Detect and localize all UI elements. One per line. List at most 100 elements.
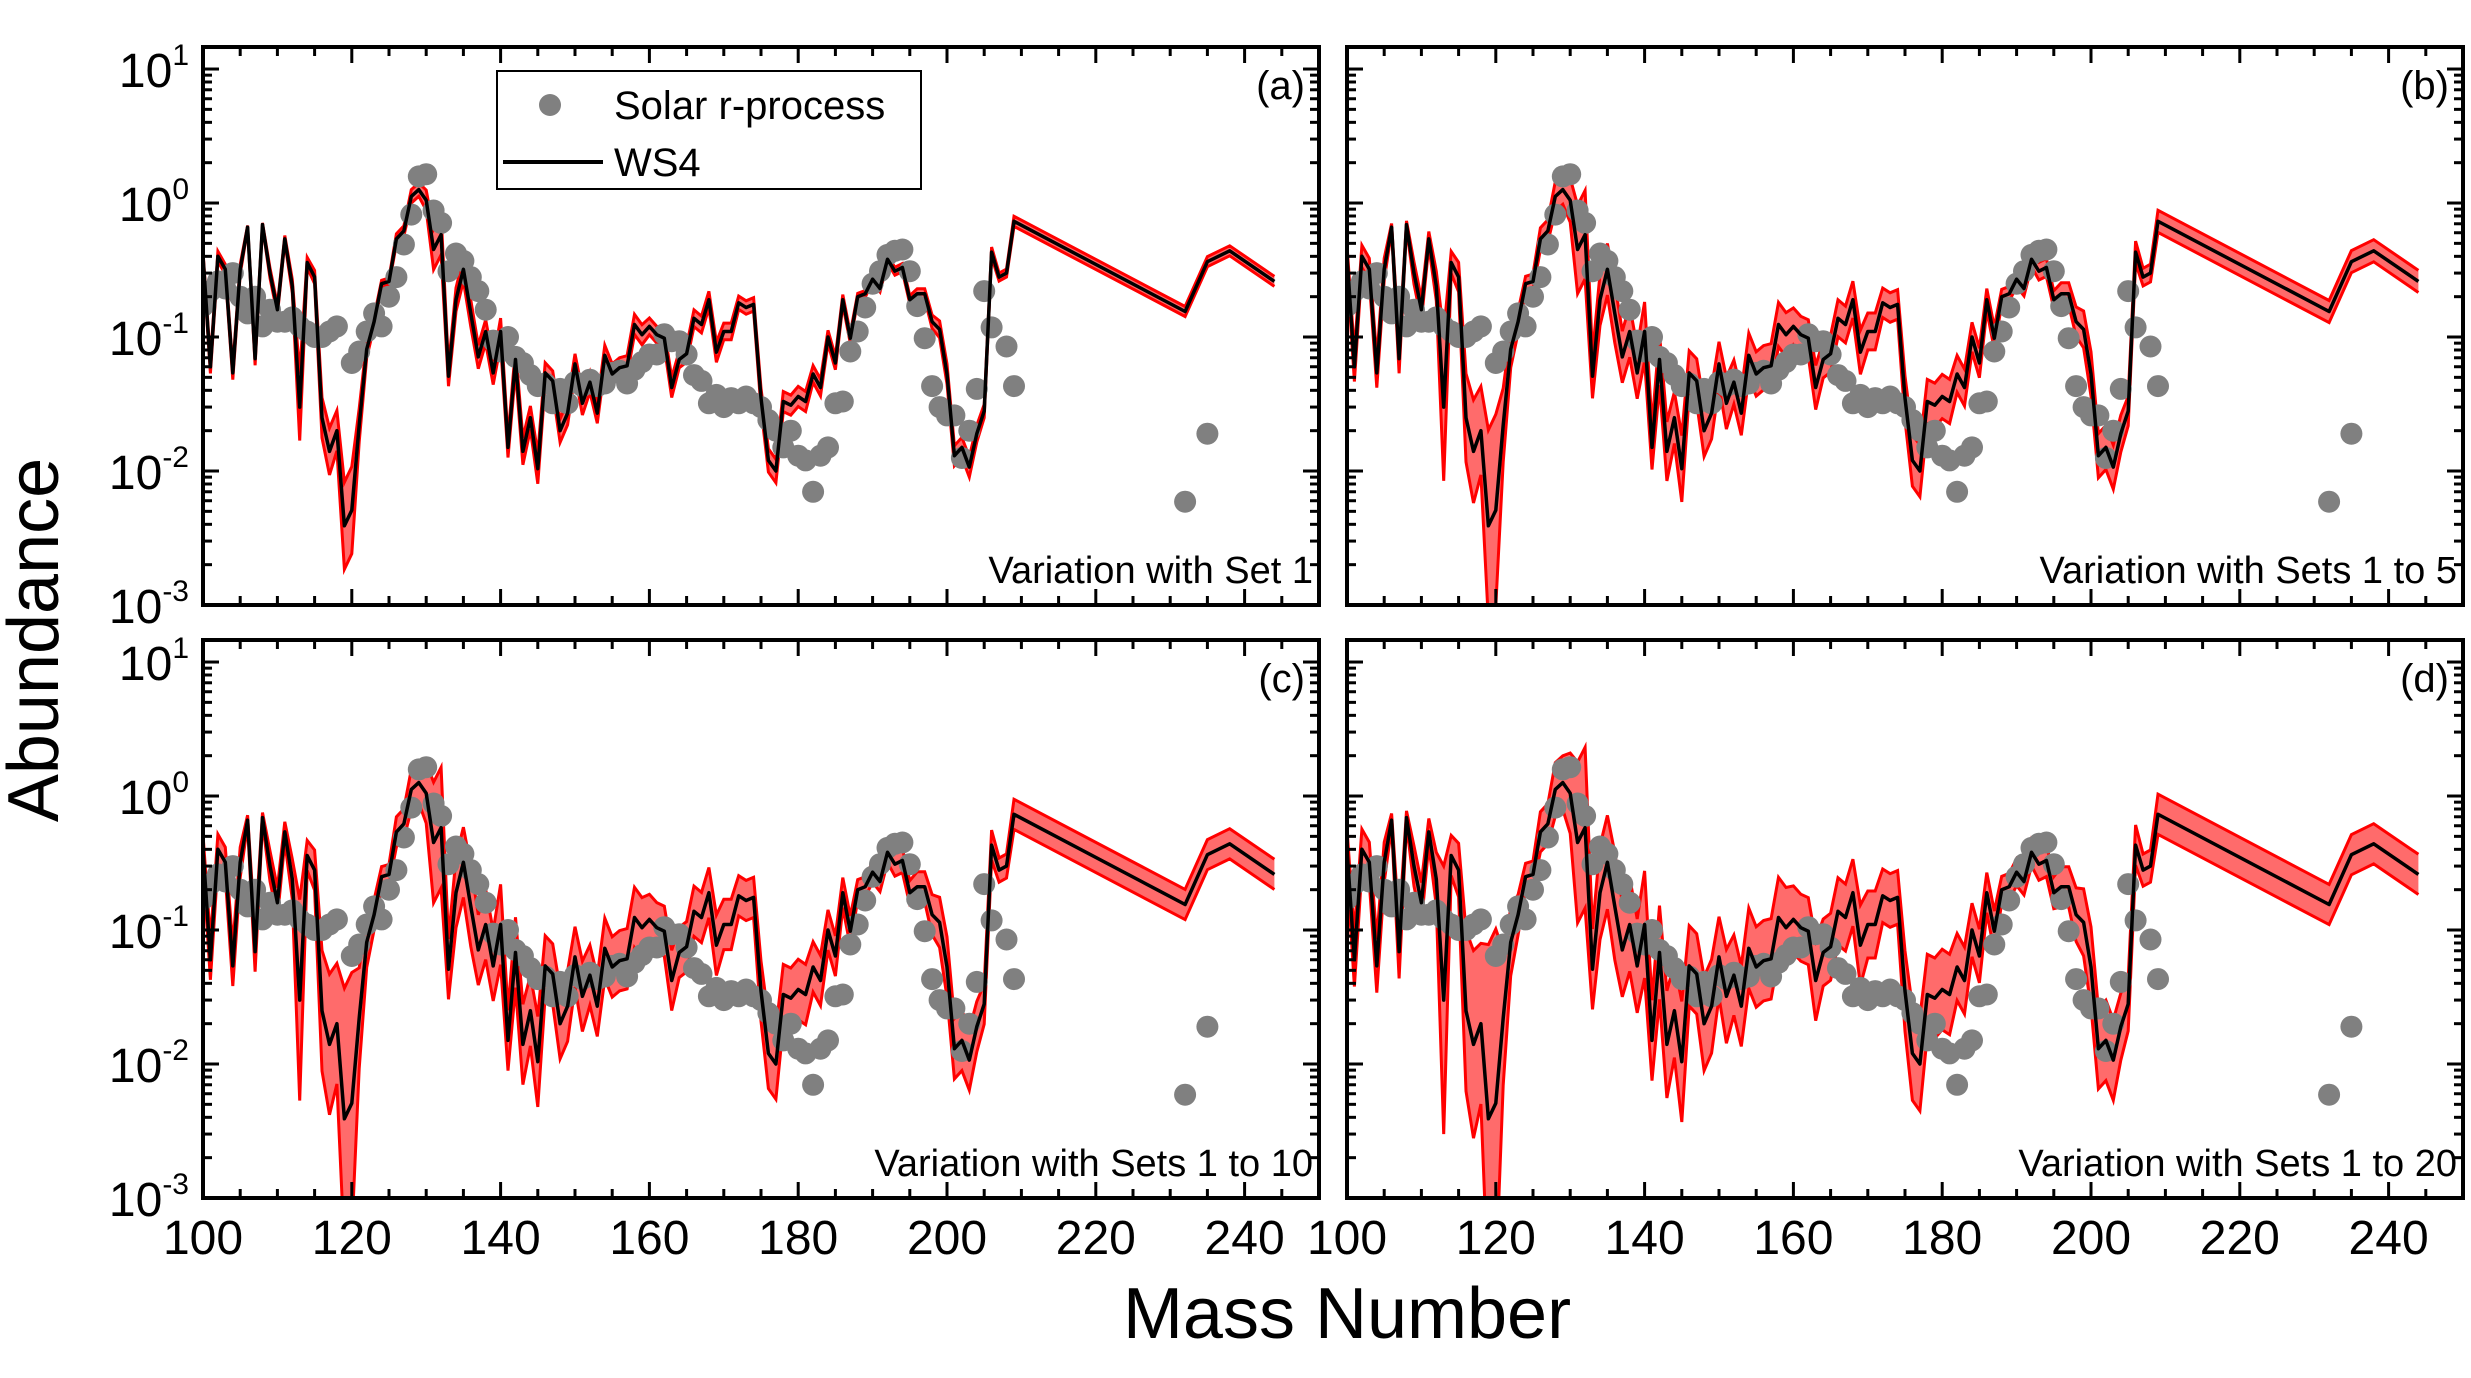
- solar-point: [2363, 0, 2385, 11]
- solar-point: [1514, 315, 1537, 338]
- y-tick-exponent: 0: [172, 766, 189, 799]
- solar-point: [415, 756, 438, 779]
- y-tick-exponent: 0: [172, 173, 189, 206]
- solar-point: [817, 436, 839, 459]
- solar-point: [1834, 369, 1857, 392]
- legend-solar-label: Solar r-process: [614, 84, 885, 128]
- y-tick-label: 10-1: [109, 307, 189, 366]
- solar-point: [1544, 796, 1567, 819]
- solar-point: [1196, 422, 1219, 445]
- solar-point: [839, 340, 862, 363]
- ws4-line: [203, 780, 1276, 1121]
- x-tick-label: 100: [163, 1212, 243, 1265]
- y-tick-exponent: -2: [162, 1034, 189, 1067]
- band-upper-edge: [203, 760, 1276, 1035]
- solar-point: [906, 888, 929, 911]
- solar-point: [2109, 377, 2132, 400]
- solar-point: [474, 891, 497, 914]
- panel-annotation-a: Variation with Set 1: [988, 550, 1313, 592]
- solar-point: [980, 909, 1003, 932]
- solar-point: [2050, 888, 2073, 911]
- solar-point: [1219, 0, 1241, 11]
- solar-point: [2124, 909, 2147, 932]
- solar-point: [891, 238, 914, 261]
- solar-point: [1789, 936, 1812, 959]
- x-tick-label: 200: [2051, 1212, 2131, 1265]
- solar-point: [690, 369, 713, 392]
- y-tick-exponent: -1: [162, 900, 189, 933]
- y-tick-label: 10-2: [109, 441, 189, 500]
- plot-area-c: [203, 0, 1276, 1198]
- y-tick-exponent: -3: [162, 575, 189, 608]
- solar-point: [1923, 1012, 1946, 1035]
- solar-point: [1559, 756, 1582, 779]
- solar-point: [1522, 285, 1544, 308]
- solar-point: [995, 335, 1018, 358]
- solar-point: [1003, 375, 1025, 398]
- solar-point: [2147, 968, 2169, 991]
- panel-label-d: (d): [2400, 657, 2449, 701]
- legend: Solar r-process WS4: [496, 70, 922, 190]
- solar-point: [1789, 343, 1812, 366]
- solar-point: [370, 908, 393, 931]
- x-tick-label: 120: [312, 1212, 392, 1265]
- solar-point: [1946, 1073, 1969, 1096]
- y-tick-exponent: -1: [162, 307, 189, 340]
- x-tick-label: 140: [461, 1212, 541, 1265]
- solar-point: [1196, 1015, 1219, 1038]
- plot-area-a: [203, 0, 1276, 576]
- solar-point: [690, 962, 713, 985]
- ws4-line: [203, 187, 1276, 528]
- solar-point: [980, 316, 1003, 339]
- solar-point: [2318, 490, 2341, 513]
- solar-point: [1946, 480, 1969, 503]
- solar-point: [817, 1029, 839, 1052]
- y-tick-base: 10: [109, 1174, 162, 1227]
- solar-point: [913, 327, 936, 350]
- plot-area-b: [1347, 0, 2420, 605]
- solar-point: [1469, 908, 1492, 931]
- solar-point: [2035, 238, 2058, 261]
- solar-point: [2117, 280, 2140, 303]
- solar-point: [378, 878, 400, 901]
- solar-series: [203, 0, 1241, 513]
- solar-point: [2340, 1015, 2363, 1038]
- solar-point: [854, 889, 877, 912]
- x-tick-label: 220: [1056, 1212, 1136, 1265]
- legend-ws4-label: WS4: [614, 141, 701, 185]
- y-tick-label: 101: [119, 39, 189, 98]
- solar-point: [891, 831, 914, 854]
- solar-point: [2340, 422, 2363, 445]
- panel-annotation-c: Variation with Sets 1 to 10: [874, 1143, 1313, 1185]
- solar-point: [400, 796, 423, 819]
- solar-point: [1923, 419, 1946, 442]
- solar-point: [400, 203, 423, 226]
- y-tick-base: 10: [119, 638, 172, 691]
- solar-point: [430, 211, 453, 234]
- ws4-line: [1347, 187, 2420, 528]
- solar-point: [1618, 891, 1641, 914]
- solar-point: [965, 970, 988, 993]
- solar-point: [779, 1012, 802, 1035]
- solar-point: [2035, 831, 2058, 854]
- solar-point: [2139, 928, 2162, 951]
- solar-point: [839, 933, 862, 956]
- solar-point: [1998, 889, 2021, 912]
- band-lower-edge: [203, 800, 1276, 1198]
- x-tick-label: 120: [1456, 1212, 1536, 1265]
- band-lower-edge: [1347, 806, 2420, 1198]
- solar-point: [1998, 296, 2021, 319]
- panel-label-b: (b): [2400, 64, 2449, 108]
- solar-point: [831, 390, 854, 413]
- y-tick-base: 10: [109, 447, 162, 500]
- solar-point: [973, 873, 996, 896]
- x-tick-label: 240: [2349, 1212, 2429, 1265]
- x-tick-label: 240: [1205, 1212, 1285, 1265]
- solar-point: [1961, 1029, 1983, 1052]
- solar-point: [921, 375, 944, 398]
- solar-point: [1219, 0, 1241, 11]
- plot-area-d: [1347, 741, 2420, 1198]
- solar-point: [645, 936, 668, 959]
